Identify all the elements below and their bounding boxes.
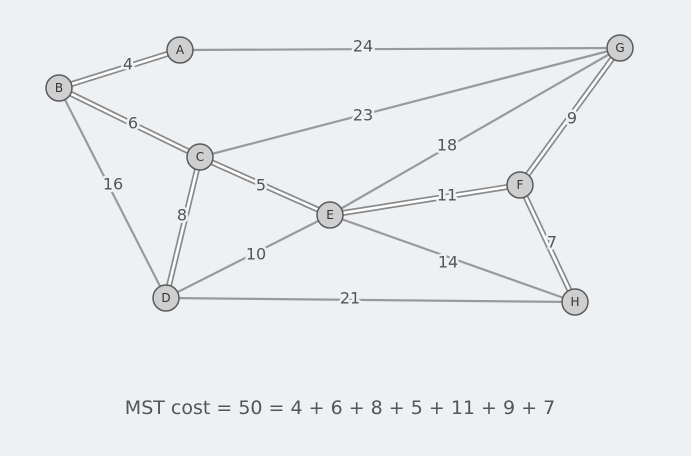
mst-edge-highlight — [58, 86, 201, 159]
node-circle — [45, 74, 73, 102]
weight-label-c-d: 8 — [177, 206, 187, 225]
mst-edge-highlight — [329, 183, 521, 217]
edge-a-g — [179, 46, 621, 52]
weight-label-e-g: 18 — [437, 136, 457, 155]
edge-line — [179, 46, 621, 52]
edge-g-f — [517, 46, 623, 187]
node-label: G — [615, 41, 624, 55]
edges-layer — [57, 46, 623, 304]
edge-line — [58, 87, 167, 299]
edge-b-d — [58, 87, 167, 299]
edge-b-c — [57, 85, 202, 160]
edge-e-g — [329, 47, 621, 216]
edge-line — [329, 47, 621, 216]
weight-labels-layer: 4 24 6 16 23 8 5 18 9 11 10 14 7 21 — [100, 34, 579, 310]
edge-e-h — [329, 213, 576, 304]
node-c: C — [186, 143, 214, 171]
node-g: G — [606, 34, 634, 62]
node-label: E — [326, 208, 334, 222]
node-b: B — [45, 74, 73, 102]
node-label: B — [55, 81, 63, 95]
node-circle — [316, 201, 344, 229]
node-circle — [561, 288, 589, 316]
node-circle — [166, 36, 194, 64]
edge-c-e — [198, 154, 332, 218]
node-d: D — [152, 284, 180, 312]
node-circle — [186, 143, 214, 171]
mst-cost-caption: MST cost = 50 = 4 + 6 + 8 + 5 + 11 + 9 +… — [125, 397, 555, 419]
edge-d-h — [165, 296, 576, 304]
weight-label-d-h: 21 — [340, 289, 360, 308]
mst-edge-highlight — [58, 48, 181, 90]
weight-label-c-g: 23 — [353, 106, 373, 125]
node-a: A — [166, 36, 194, 64]
edge-c-g — [199, 46, 621, 159]
mst-edge-highlight — [164, 156, 202, 299]
weight-label-c-e: 5 — [256, 176, 266, 195]
node-circle — [606, 34, 634, 62]
node-circle — [152, 284, 180, 312]
mst-edge-highlight — [199, 155, 331, 217]
weight-label-f-h: 7 — [547, 233, 557, 252]
node-label: F — [517, 178, 524, 192]
edge-e-f — [329, 182, 521, 218]
edge-d-e — [165, 214, 331, 299]
node-label: A — [176, 43, 185, 57]
edge-c-d — [163, 156, 203, 299]
edge-line — [329, 213, 576, 304]
node-label: H — [570, 295, 579, 309]
node-h: H — [561, 288, 589, 316]
nodes-layer: A B C D E F G H — [45, 34, 634, 316]
weight-label-e-h: 14 — [438, 253, 458, 272]
weight-label-b-a: 4 — [123, 55, 133, 74]
node-label: C — [196, 150, 204, 164]
mst-edge-highlight — [518, 184, 577, 303]
node-circle — [506, 171, 534, 199]
node-label: D — [161, 291, 170, 305]
weight-label-e-f: 11 — [437, 186, 457, 205]
weight-label-a-g: 24 — [353, 37, 373, 56]
mst-edge-highlight — [518, 47, 622, 186]
edge-b-a — [58, 47, 181, 91]
edge-line — [199, 46, 621, 159]
edge-f-h — [517, 183, 578, 304]
weight-label-g-f: 9 — [567, 109, 577, 128]
weight-label-d-e: 10 — [246, 245, 266, 264]
weight-label-b-c: 6 — [128, 114, 138, 133]
node-e: E — [316, 201, 344, 229]
node-f: F — [506, 171, 534, 199]
edge-line — [165, 214, 331, 299]
weight-label-b-d: 16 — [103, 175, 123, 194]
edge-line — [165, 296, 576, 304]
